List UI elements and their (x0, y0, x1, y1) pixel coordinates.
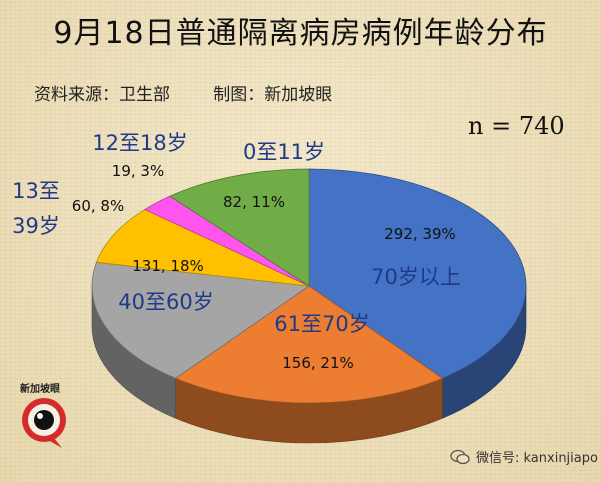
sample-size: n = 740 (468, 112, 565, 140)
source-credit: 资料来源：卫生部 制图：新加坡眼 (34, 85, 333, 105)
value-label-1: 156, 21% (282, 354, 354, 372)
category-label-70: 70岁以上 (371, 265, 461, 289)
logo-text: 新加坡眼 (20, 384, 60, 395)
category-label-40: 40至60岁 (118, 290, 213, 314)
value-label-0: 292, 39% (384, 225, 456, 243)
category-label-13-line2: 39岁 (12, 214, 60, 238)
category-label-0: 0至11岁 (243, 140, 325, 164)
chart-title: 9月18日普通隔离病房病例年龄分布 (53, 16, 548, 51)
wechat-id: 微信号: kanxinjiapo (476, 451, 598, 466)
pie-tops (91, 168, 527, 404)
brand-logo: 新加坡眼 (12, 380, 78, 450)
pie-slice-0 (308, 168, 527, 379)
value-label-3: 60, 8% (72, 197, 124, 215)
value-label-5: 82, 11% (223, 193, 285, 211)
value-label-2: 131, 18% (132, 257, 204, 275)
pie-sides (91, 285, 527, 444)
pie-labels: 292, 39% 156, 21% 131, 18% 60, 8% 19, 3% 82, … (12, 131, 461, 372)
category-label-13-line1: 13至 (12, 179, 60, 203)
value-label-4: 19, 3% (112, 162, 164, 180)
wechat-icon (450, 449, 470, 465)
category-label-61: 61至70岁 (274, 312, 369, 336)
pie-slice-3 (95, 208, 310, 287)
logo-eye-icon (22, 398, 66, 448)
category-label-12: 12至18岁 (92, 131, 187, 155)
pie-slice-5 (168, 168, 310, 287)
wechat-watermark: 微信号: kanxinjiapo (450, 447, 598, 466)
pie-slice-2 (91, 261, 311, 379)
pie-slice-1 (174, 285, 444, 404)
